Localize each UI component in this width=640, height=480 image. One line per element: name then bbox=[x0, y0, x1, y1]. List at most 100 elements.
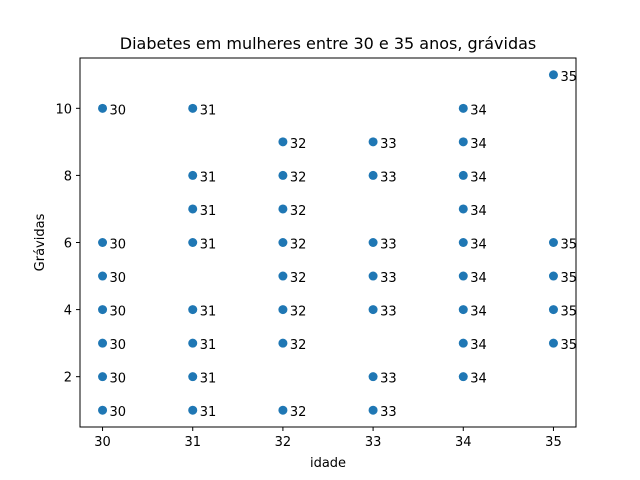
data-point bbox=[548, 305, 558, 315]
point-label: 32 bbox=[290, 204, 307, 219]
point-label: 30 bbox=[110, 305, 127, 320]
data-point bbox=[278, 170, 288, 180]
x-tick-label: 33 bbox=[365, 435, 382, 450]
y-axis-label: Grávidas bbox=[33, 213, 48, 271]
point-label: 34 bbox=[470, 170, 487, 185]
data-point bbox=[278, 137, 288, 147]
data-point bbox=[98, 372, 108, 382]
data-point bbox=[278, 405, 288, 415]
data-point bbox=[278, 338, 288, 348]
data-point bbox=[188, 372, 198, 382]
point-label: 33 bbox=[380, 238, 397, 253]
data-point bbox=[548, 238, 558, 247]
point-label: 31 bbox=[200, 238, 217, 253]
data-point bbox=[458, 170, 468, 180]
point-label: 34 bbox=[470, 103, 487, 118]
point-label: 34 bbox=[470, 338, 487, 353]
data-point bbox=[98, 271, 108, 281]
data-point bbox=[188, 170, 198, 180]
chart-title: Diabetes em mulheres entre 30 e 35 anos,… bbox=[120, 34, 537, 53]
axes-frame bbox=[79, 57, 577, 428]
data-point bbox=[188, 204, 198, 214]
point-label: 34 bbox=[470, 204, 487, 219]
y-tick-label: 10 bbox=[55, 102, 72, 117]
data-point bbox=[548, 338, 558, 348]
x-tick-label: 30 bbox=[94, 435, 111, 450]
data-point bbox=[98, 238, 108, 247]
plot-area: 30 30 30 30 30 30 30 31 31 31 31 31 31 31 31 32 32 32 32 32… bbox=[98, 70, 577, 420]
point-label: 34 bbox=[470, 137, 487, 152]
y-tick-label: 4 bbox=[64, 304, 72, 319]
y-tick-label: 2 bbox=[64, 371, 72, 386]
point-label: 30 bbox=[110, 238, 127, 253]
point-label: 32 bbox=[290, 238, 307, 253]
data-point bbox=[98, 305, 108, 315]
data-point bbox=[458, 137, 468, 147]
data-point bbox=[188, 405, 198, 415]
data-point bbox=[458, 338, 468, 348]
point-label: 32 bbox=[290, 338, 307, 353]
data-point bbox=[188, 305, 198, 315]
data-point bbox=[98, 338, 108, 348]
x-tick-label: 32 bbox=[275, 435, 292, 450]
data-point bbox=[368, 372, 378, 382]
point-label: 35 bbox=[560, 70, 577, 85]
data-point bbox=[458, 305, 468, 315]
x-tick-label: 34 bbox=[455, 435, 472, 450]
point-label: 32 bbox=[290, 137, 307, 152]
data-point bbox=[188, 238, 198, 247]
point-label: 35 bbox=[560, 238, 577, 253]
y-tick-label: 6 bbox=[64, 237, 72, 252]
point-label: 31 bbox=[200, 170, 217, 185]
point-label: 31 bbox=[200, 305, 217, 320]
x-tick-label: 31 bbox=[184, 435, 201, 450]
y-tick-label: 8 bbox=[64, 169, 72, 184]
point-label: 31 bbox=[200, 103, 217, 118]
point-label: 33 bbox=[380, 405, 397, 420]
data-point bbox=[548, 271, 558, 281]
point-label: 32 bbox=[290, 405, 307, 420]
data-point bbox=[278, 271, 288, 281]
data-point bbox=[458, 204, 468, 214]
point-label: 31 bbox=[200, 372, 217, 387]
point-label: 30 bbox=[110, 338, 127, 353]
data-point bbox=[368, 305, 378, 315]
point-label: 33 bbox=[380, 137, 397, 152]
point-label: 35 bbox=[560, 338, 577, 353]
point-label: 34 bbox=[470, 372, 487, 387]
data-point bbox=[278, 305, 288, 315]
data-point bbox=[458, 238, 468, 247]
point-label: 34 bbox=[470, 305, 487, 320]
point-label: 33 bbox=[380, 372, 397, 387]
point-label: 34 bbox=[470, 271, 487, 286]
point-label: 31 bbox=[200, 405, 217, 420]
point-label: 33 bbox=[380, 271, 397, 286]
point-label: 33 bbox=[380, 170, 397, 185]
data-point bbox=[458, 271, 468, 281]
point-label: 32 bbox=[290, 305, 307, 320]
point-label: 30 bbox=[110, 372, 127, 387]
data-point bbox=[188, 338, 198, 348]
point-label: 32 bbox=[290, 271, 307, 286]
data-point bbox=[548, 70, 558, 80]
point-label: 30 bbox=[110, 271, 127, 286]
data-point bbox=[368, 137, 378, 147]
data-point bbox=[458, 372, 468, 382]
point-label: 35 bbox=[560, 271, 577, 286]
data-point bbox=[278, 204, 288, 214]
data-point bbox=[188, 103, 198, 113]
point-label: 35 bbox=[560, 305, 577, 320]
data-point bbox=[98, 405, 108, 415]
data-point bbox=[278, 238, 288, 247]
data-point bbox=[368, 238, 378, 247]
point-label: 31 bbox=[200, 338, 217, 353]
axis-ticks: 30 31 32 33 34 35 2 4 6 8 10 bbox=[55, 102, 561, 450]
point-label: 30 bbox=[110, 103, 127, 118]
point-label: 31 bbox=[200, 204, 217, 219]
point-label: 32 bbox=[290, 170, 307, 185]
data-point bbox=[458, 103, 468, 113]
point-label: 30 bbox=[110, 405, 127, 420]
data-point bbox=[368, 405, 378, 415]
